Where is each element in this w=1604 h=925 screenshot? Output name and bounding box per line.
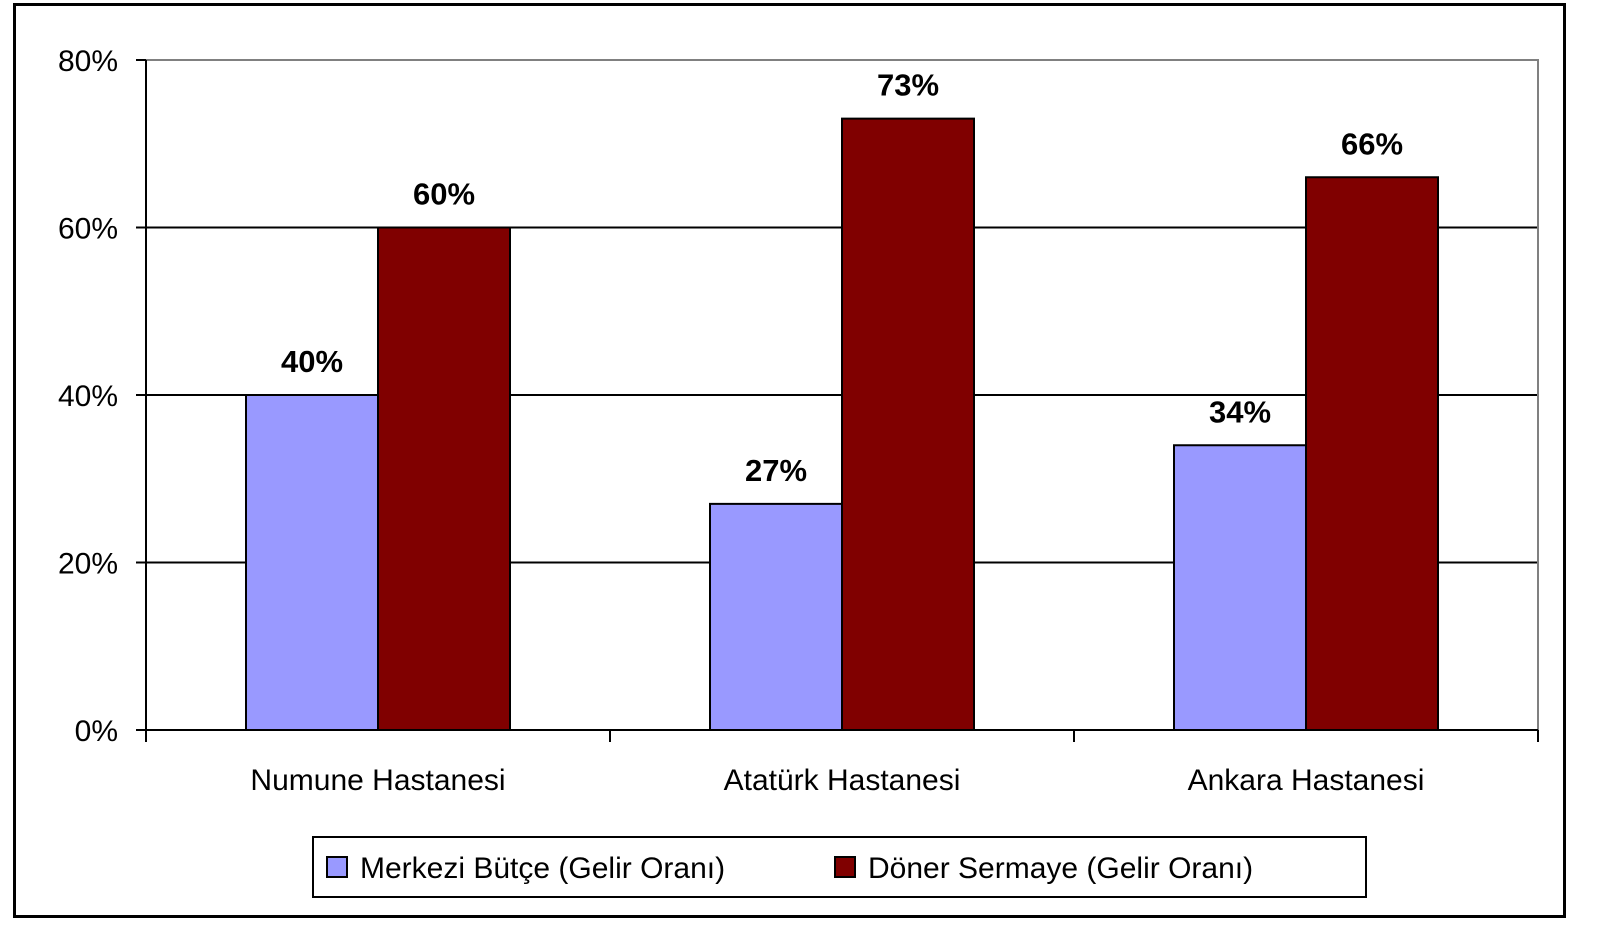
- data-label: 34%: [1209, 394, 1271, 429]
- legend-label: Merkezi Bütçe (Gelir Oranı): [360, 852, 725, 885]
- labels: 0% 20% 40% 60% 80% Numune Hastanesi Atatürk Ha…: [58, 45, 1424, 797]
- bars: [245, 117, 1439, 731]
- x-category-label: Ankara Hastanesi: [1188, 764, 1425, 797]
- bar: [245, 394, 379, 731]
- bar: [1173, 444, 1307, 731]
- data-label: 60%: [413, 177, 475, 212]
- legend: Merkezi Bütçe (Gelir Oranı) Döner Sermaye…: [312, 836, 1367, 898]
- y-tick-label: 0%: [75, 715, 118, 748]
- data-label: 27%: [745, 453, 807, 488]
- bar: [841, 117, 975, 731]
- x-category-label: Numune Hastanesi: [250, 764, 505, 797]
- y-tick-label: 40%: [58, 380, 118, 413]
- axes: [136, 59, 1539, 742]
- y-tick-label: 80%: [58, 45, 118, 78]
- legend-swatch: [326, 856, 348, 878]
- legend-swatch: [834, 856, 856, 878]
- y-tick-label: 20%: [58, 548, 118, 581]
- x-category-label: Atatürk Hastanesi: [724, 764, 961, 797]
- legend-label: Döner Sermaye (Gelir Oranı): [868, 852, 1253, 885]
- bar: [709, 502, 843, 731]
- data-label: 40%: [281, 344, 343, 379]
- data-label: 73%: [877, 68, 939, 103]
- data-label: 66%: [1341, 126, 1403, 161]
- bar: [1305, 176, 1439, 731]
- y-tick-label: 60%: [58, 213, 118, 246]
- bar: [377, 226, 511, 731]
